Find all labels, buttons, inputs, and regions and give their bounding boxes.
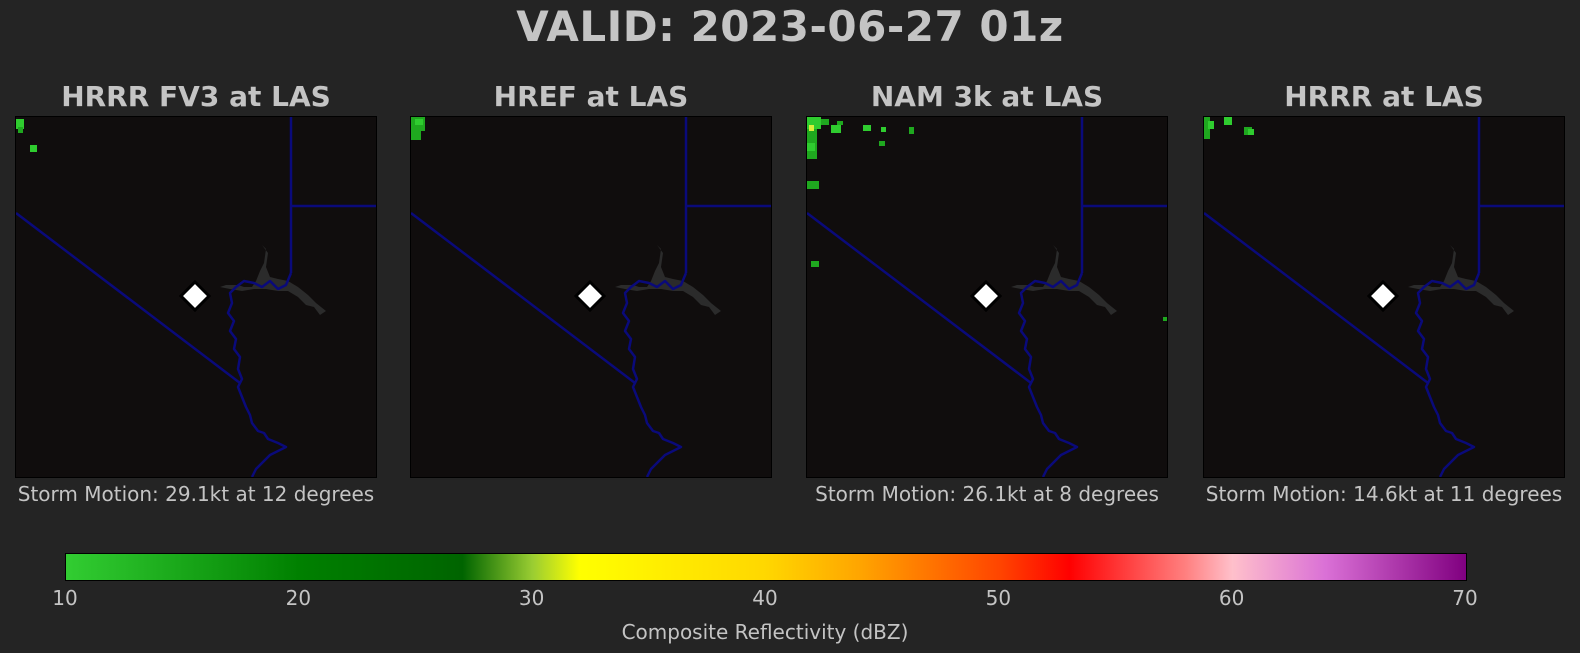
lake-shape [1408,245,1514,315]
colorbar-tick-label: 10 [52,586,78,610]
panel-title: HRRR FV3 at LAS [61,80,331,113]
river-border [1414,272,1481,477]
panel-title: HRRR at LAS [1284,80,1484,113]
station-marker-icon [573,279,607,313]
colorbar-tick-label: 50 [985,586,1012,610]
river-border [621,272,688,477]
colorbar-tick-label: 20 [285,586,312,610]
lake-shape [1011,245,1117,315]
reflectivity-cell [837,121,843,125]
reflectivity-cell [811,261,819,267]
map-svg [1204,117,1564,477]
colorbar [65,553,1467,581]
storm-motion-caption: Storm Motion: 14.6kt at 11 degrees [1205,482,1563,506]
reflectivity-cell [411,131,421,140]
reflectivity-map [410,116,772,478]
reflectivity-cell [807,181,819,189]
colorbar-tick-label: 40 [752,586,778,610]
reflectivity-cell [1248,129,1254,135]
reflectivity-cell [30,145,37,152]
reflectivity-cell [863,125,871,131]
colorbar-tick-label: 30 [518,586,545,610]
state-border [16,212,241,384]
colorbar-tick-label: 70 [1452,586,1478,610]
reflectivity-cell [1208,121,1214,129]
map-svg [411,117,771,477]
reflectivity-cell [18,127,23,133]
lake-shape [615,245,721,315]
panel-title: HREF at LAS [493,80,689,113]
storm-motion-caption: Storm Motion: 29.1kt at 12 degrees [17,482,375,506]
state-border [1204,212,1429,384]
reflectivity-cell [1163,317,1167,321]
colorbar-label: Composite Reflectivity (dBZ) [621,620,909,644]
reflectivity-cell [807,143,815,151]
reflectivity-cell [415,119,423,125]
reflectivity-cell [909,127,914,134]
reflectivity-cell [809,125,814,131]
map-svg [16,117,376,477]
river-border [1017,272,1084,477]
reflectivity-map [806,116,1168,478]
reflectivity-map [1203,116,1565,478]
panel-title: NAM 3k at LAS [870,80,1104,113]
river-border [226,272,293,477]
reflectivity-cell [1224,117,1232,125]
page-title: VALID: 2023-06-27 01z [516,2,1064,51]
station-marker-icon [969,279,1003,313]
station-marker-icon [1366,279,1400,313]
reflectivity-cell [16,119,24,129]
station-marker-icon [178,279,212,313]
reflectivity-map [15,116,377,478]
lake-shape [220,245,326,315]
colorbar-tick-label: 60 [1218,586,1245,610]
reflectivity-cell [831,125,841,133]
reflectivity-cell [821,119,829,125]
state-border [411,212,636,384]
map-svg [807,117,1167,477]
reflectivity-cell [879,141,885,146]
reflectivity-cell [1204,117,1210,139]
reflectivity-cell [881,127,886,132]
state-border [807,212,1032,384]
storm-motion-caption: Storm Motion: 26.1kt at 8 degrees [815,482,1159,506]
